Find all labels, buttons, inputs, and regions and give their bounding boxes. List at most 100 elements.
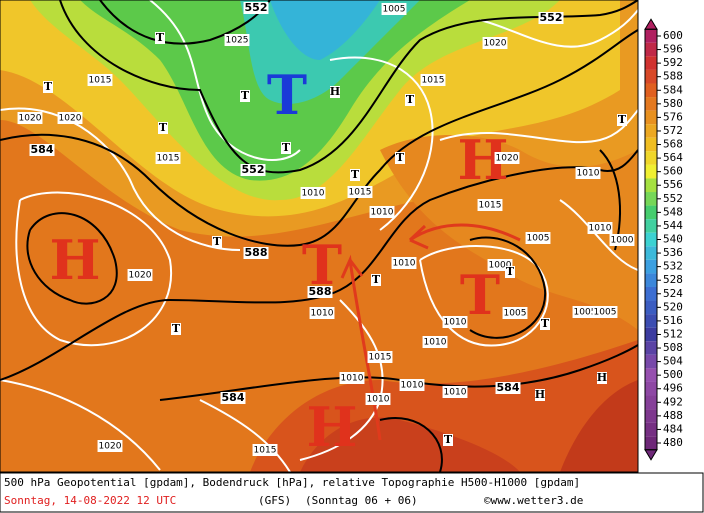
colorbar-tick-label: 576 [663,110,683,123]
small-marker-bg [155,32,165,44]
isobar-label: 1015 [477,199,503,211]
small-marker-bg [443,434,453,446]
colorbar-swatch [645,56,657,70]
small-marker-bg [350,169,360,181]
isobar-label-bg [224,34,250,46]
colorbar-tick-label: 592 [663,56,683,69]
contour-label-bg [495,382,521,394]
small-marker-bg [540,318,550,330]
colorbar-swatch [645,354,657,369]
isobar-label: 1025 [224,34,250,46]
isobar-label-bg [420,74,446,86]
isobar-label-bg [609,234,635,246]
isobar-label-bg [87,74,113,86]
isobar-label-bg [57,112,83,124]
colorbar-swatch [645,327,657,342]
contour-label-text: 552 [245,1,268,14]
isobar-label-bg [347,186,373,198]
colorbar-tick-label: 484 [663,422,683,435]
colorbar-tick-label: 560 [663,165,683,178]
isobar-label: 1020 [494,152,520,164]
isobar-label-bg [575,167,601,179]
small-marker-bg [505,266,515,278]
small-marker-bg [212,236,222,248]
small-marker-bg [171,323,181,335]
colorbar-swatch [645,286,657,301]
colorbar-swatch [645,205,657,220]
colorbar-tick-label: 544 [663,219,683,232]
isobar-label-bg [17,112,43,124]
footer-date: Sonntag, 14-08-2022 12 UTC [4,494,176,507]
isobar-label-bg [365,393,391,405]
isobar-label-text: 1010 [444,388,467,398]
isobar-label: 1010 [399,379,425,391]
small-marker: H [597,371,607,384]
colorbar-swatch [645,219,657,233]
colorbar-bottom-cap [644,449,658,461]
contour-label-text: 588 [245,246,268,259]
colorbar-tick-label: 548 [663,205,683,218]
isobar-label-text: 1005 [383,5,406,15]
footer-box [0,472,704,513]
isobar-label-text: 1020 [59,114,82,124]
colorbar-tick-label: 540 [663,233,683,246]
footer-description: 500 hPa Geopotential [gpdam], Bodendruck… [4,476,580,489]
colorbar-frame [644,28,658,451]
contour-label-bg [538,12,564,24]
colorbar-tick-label: 524 [663,287,683,300]
isobar-label-text: 1015 [369,353,392,363]
isobar-label-text: 1010 [341,374,364,384]
contour-label-text: 552 [540,11,563,24]
geopotential-contours [0,0,638,472]
small-marker-bg [240,90,250,102]
isobar-label-text: 1020 [496,154,519,164]
colorbar-tick-label: 568 [663,138,683,151]
isobar-label: 1020 [97,440,123,452]
colorbar-swatch [645,422,657,437]
small-marker: T [395,151,405,164]
contour-label-bg [307,286,333,298]
isobar-label: 1015 [367,351,393,363]
colorbar-tick-label: 500 [663,368,683,381]
small-marker-text: H [535,388,545,401]
colorbar-swatch [645,151,657,165]
colorbar-swatch [645,395,657,410]
isobar-label: 1005 [525,232,551,244]
isobar-label: 1010 [391,257,417,269]
contour-label: 552 [538,11,564,24]
colorbar-swatch [645,409,657,423]
small-marker: T [158,121,168,134]
isobar-label-text: 1000 [611,236,634,246]
contour-label: 588 [243,246,269,259]
small-marker-text: T [372,273,381,286]
small-marker-bg [535,389,545,401]
footer-copyright: ©www.wetter3.de [484,494,583,507]
isobar-label-bg [155,152,181,164]
isobar-label: 1020 [482,37,508,49]
isobar-label-text: 1015 [157,154,180,164]
small-marker-text: T [541,317,550,330]
colorbar-swatch [645,83,657,98]
isobar-label: 1010 [369,206,395,218]
colorbar-tick-label: 556 [663,178,683,191]
isobar-label: 1005 [592,306,618,318]
colorbar-swatch [645,110,657,125]
contour-label-bg [243,2,269,14]
isobar-label: 1015 [252,444,278,456]
isobar-label: 1010 [587,222,613,234]
isobar-label-bg [525,232,551,244]
isobar-label-bg [587,222,613,234]
small-marker-text: T [506,265,515,278]
colorbar-swatch [645,381,657,396]
isobar-label-bg [482,37,508,49]
small-marker-bg [597,372,607,384]
isobar-label-text: 1025 [226,36,249,46]
colorbar-tick-label: 512 [663,327,683,340]
small-marker: T [540,317,550,330]
colorbar-swatch [645,314,657,328]
contour-label-text: 552 [242,163,265,176]
small-marker-text: T [241,89,250,102]
isobar-label-text: 1010 [367,395,390,405]
contour-label-bg [220,392,246,404]
